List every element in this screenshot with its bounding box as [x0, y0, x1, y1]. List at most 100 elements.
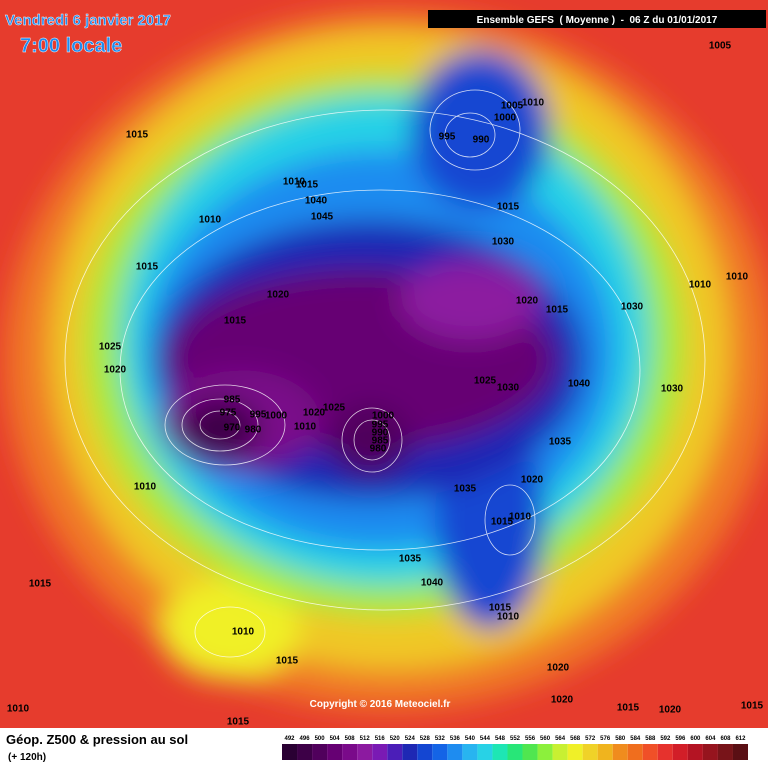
- isobar-label: 1010: [689, 280, 712, 291]
- isobar-label: 1035: [454, 484, 477, 495]
- isobar-label: 1020: [659, 705, 682, 716]
- isobar-label: 975: [220, 408, 237, 419]
- colorbar-label: 532: [435, 736, 446, 742]
- isobar-label: 1020: [551, 695, 574, 706]
- colorbar-label: 572: [585, 736, 596, 742]
- colorbar-swatch: [522, 744, 538, 760]
- colorbar-label: 504: [330, 736, 341, 742]
- isobar-label: 1020: [547, 663, 570, 674]
- colorbar-swatch: [657, 744, 673, 760]
- isobar-label: 1015: [491, 517, 514, 528]
- colorbar-swatch: [297, 744, 313, 760]
- isobar-label: 990: [473, 135, 490, 146]
- colorbar-swatch: [492, 744, 508, 760]
- colorbar-label: 548: [495, 736, 506, 742]
- date: Vendredi 6 janvier 2017: [5, 12, 171, 29]
- colorbar-swatch: [312, 744, 328, 760]
- isobar-label: 1010: [294, 422, 317, 433]
- colorbar-swatch: [582, 744, 598, 760]
- colorbar-swatch: [282, 744, 298, 760]
- isobar-label: 1015: [489, 603, 512, 614]
- colorbar-swatch: [447, 744, 463, 760]
- isobar-label: 990: [372, 428, 389, 439]
- colorbar-swatch: [507, 744, 523, 760]
- isobar-label: 1010: [509, 512, 532, 523]
- colorbar-swatch: [342, 744, 358, 760]
- isobar-label: 1010: [522, 98, 545, 109]
- isobar-label: 1045: [311, 212, 334, 223]
- colorbar-label: 560: [540, 736, 551, 742]
- isobar-label: 1005: [709, 41, 732, 52]
- colorbar-swatch: [477, 744, 493, 760]
- isobar-label: 1020: [267, 290, 290, 301]
- colorbar-label: 596: [675, 736, 686, 742]
- isobar-label: 1010: [134, 482, 157, 493]
- colorbar-label: 580: [615, 736, 626, 742]
- time: 7:00 locale: [20, 35, 122, 57]
- colorbar-label: 564: [555, 736, 566, 742]
- colorbar-swatch: [402, 744, 418, 760]
- colorbar-label: 608: [720, 736, 731, 742]
- isobar-label: 1015: [29, 579, 52, 590]
- colorbar-label: 500: [315, 736, 326, 742]
- isobar-label: 1020: [104, 365, 127, 376]
- isobar-label: 1015: [617, 703, 640, 714]
- isobar-label: 1025: [474, 376, 497, 387]
- isobar-label: 1015: [276, 656, 299, 667]
- colorbar-swatch: [612, 744, 628, 760]
- colorbar-swatch: [732, 744, 748, 760]
- isobar-label: 1030: [492, 237, 515, 248]
- colorbar-label: 576: [600, 736, 611, 742]
- isobar-label: 1025: [99, 342, 122, 353]
- colorbar-swatch: [627, 744, 643, 760]
- colorbar-swatch: [717, 744, 733, 760]
- colorbar-label: 584: [630, 736, 641, 742]
- colorbar-label: 552: [510, 736, 521, 742]
- colorbar-swatch: [567, 744, 583, 760]
- colorbar-swatch: [462, 744, 478, 760]
- colorbar-swatch: [387, 744, 403, 760]
- isobar-label: 995: [439, 132, 456, 143]
- colorbar-label: 508: [345, 736, 356, 742]
- colorbar-label: 520: [390, 736, 401, 742]
- isobar-label: 1010: [283, 177, 306, 188]
- isobar-label: 1010: [7, 704, 30, 715]
- isobar-label: 995: [372, 420, 389, 431]
- colorbar-swatch: [357, 744, 373, 760]
- colorbar-label: 536: [450, 736, 461, 742]
- colorbar-swatch: [537, 744, 553, 760]
- isobar-labels: 1015101010151020101510251020985975970995…: [7, 41, 764, 728]
- isobar-label: 995: [250, 410, 267, 421]
- isobar-label: 1010: [232, 627, 255, 638]
- isobar-label: 1000: [494, 113, 517, 124]
- colorbar-label: 544: [480, 736, 491, 742]
- isobar-label: 985: [372, 436, 389, 447]
- colorbar-label: 600: [690, 736, 701, 742]
- isobar-label: 1000: [265, 411, 288, 422]
- model: Ensemble GEFS ( Moyenne ) - 06 Z du 01/0…: [477, 15, 718, 26]
- isobar-label: 1040: [305, 196, 328, 207]
- isobar-label: 1030: [661, 384, 684, 395]
- isobar-label: 1035: [399, 554, 422, 565]
- footer-title: Géop. Z500 & pression au sol: [6, 732, 188, 747]
- isobar-label: 1015: [546, 305, 569, 316]
- isobar-label: 970: [224, 423, 241, 434]
- colorbar-swatch: [687, 744, 703, 760]
- colorbar-label: 516: [375, 736, 386, 742]
- isobar-label: 1040: [421, 578, 444, 589]
- isobar-label: 1015: [741, 701, 764, 712]
- colorbar: 492 496 500 504 508 512 516 520 524 528 532 536 540 5…: [282, 736, 748, 760]
- colorbar-swatch: [672, 744, 688, 760]
- colorbar-swatch: [432, 744, 448, 760]
- colorbar-label: 528: [420, 736, 431, 742]
- colorbar-label: 512: [360, 736, 371, 742]
- isobar-label: 985: [224, 395, 241, 406]
- isobar-label: 1035: [549, 437, 572, 448]
- colorbar-swatch: [702, 744, 718, 760]
- isobar-label: 1040: [568, 379, 591, 390]
- colorbar-swatch: [327, 744, 343, 760]
- copyright: Copyright © 2016 Meteociel.fr: [310, 699, 451, 710]
- colorbar-swatch: [642, 744, 658, 760]
- isobar-label: 1025: [323, 403, 346, 414]
- isobar-label: 1015: [136, 262, 159, 273]
